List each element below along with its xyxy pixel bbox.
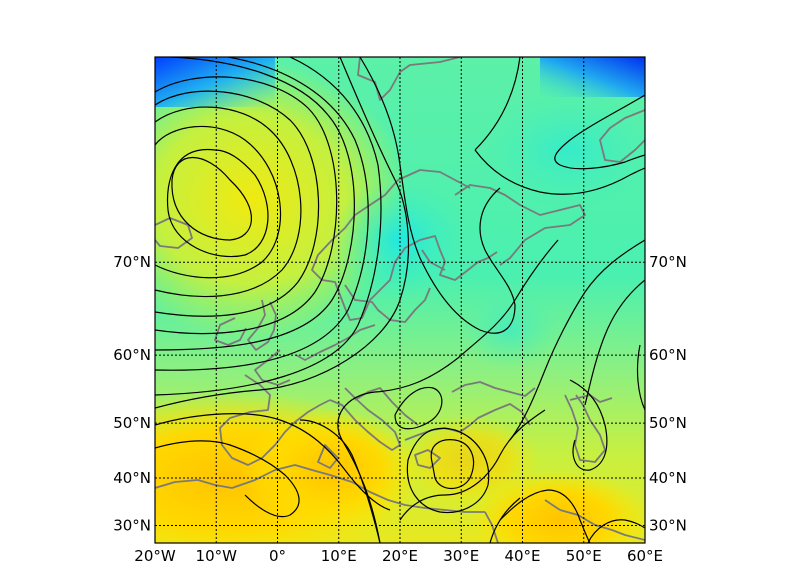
latitude-labels-left: 30°N 40°N 50°N 60°N 70°N — [113, 253, 151, 534]
longitude-label: 20°E — [382, 547, 418, 565]
latitude-label: 60°N — [649, 346, 687, 364]
longitude-label: 10°W — [196, 547, 238, 565]
longitude-label: 60°E — [627, 547, 663, 565]
longitude-label: 30°E — [443, 547, 479, 565]
latitude-label: 40°N — [649, 469, 687, 487]
color-field — [155, 57, 645, 543]
latitude-label: 70°N — [113, 253, 151, 271]
longitude-label: 0° — [269, 547, 286, 565]
latitude-label: 30°N — [113, 516, 151, 534]
graticule — [155, 57, 645, 543]
latitude-labels-right: 30°N 40°N 50°N 60°N 70°N — [649, 253, 687, 534]
longitude-labels: 20°W 10°W 0° 10°E 20°E 30°E 40°E 50°E 60°E — [134, 547, 663, 565]
longitude-label: 10°E — [321, 547, 357, 565]
longitude-label: 20°W — [134, 547, 176, 565]
latitude-label: 60°N — [113, 346, 151, 364]
map-frame — [154, 56, 646, 544]
latitude-label: 30°N — [649, 516, 687, 534]
longitude-label: 40°E — [504, 547, 540, 565]
longitude-label: 50°E — [566, 547, 602, 565]
latitude-label: 40°N — [113, 469, 151, 487]
latitude-label: 50°N — [649, 414, 687, 432]
latitude-label: 50°N — [113, 414, 151, 432]
latitude-label: 70°N — [649, 253, 687, 271]
